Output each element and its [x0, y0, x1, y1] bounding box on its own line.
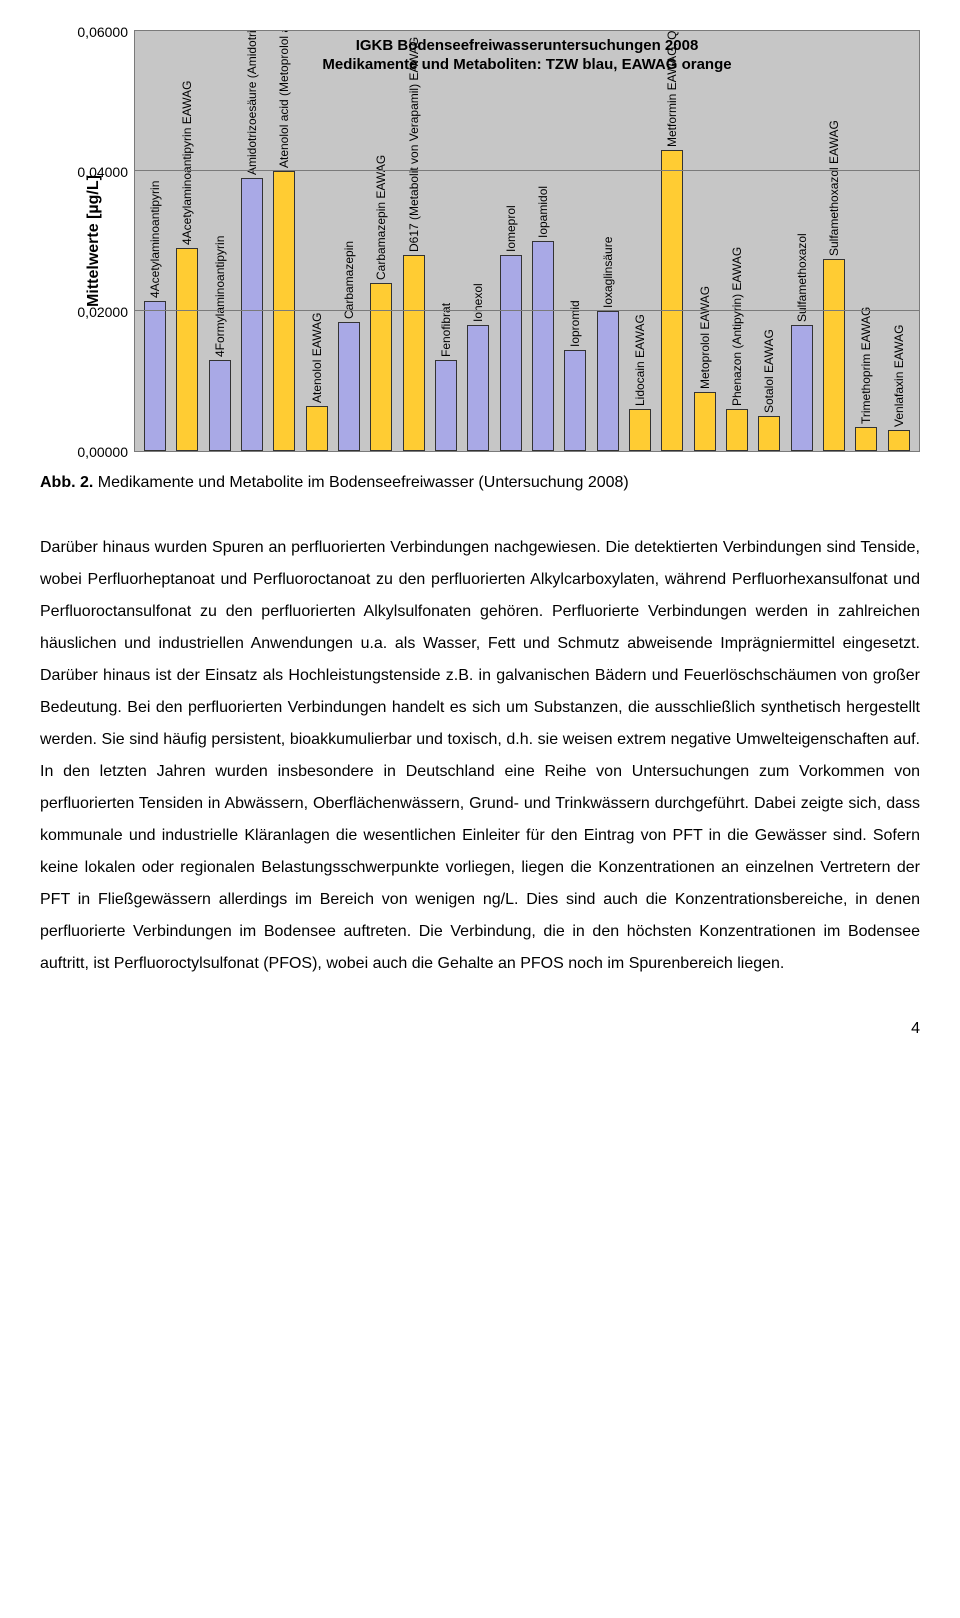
y-tick-label: 0,02000	[77, 304, 128, 320]
bar-label: Metformin EAWAG, Quantifizierung unsiche…	[665, 30, 679, 147]
bar-label: Ioxaglinsäure	[601, 237, 615, 308]
y-axis-ticks: 0,060000,040000,020000,00000	[74, 30, 134, 452]
bar: 4Acetylaminoantipyrin	[144, 301, 166, 452]
bar-slot: Carbamazepin	[333, 31, 365, 451]
bar-slot: Iopamidol	[527, 31, 559, 451]
bar-slot: 4Acetylaminoantipyrin	[139, 31, 171, 451]
bar: 4Formylaminoantipyrin	[209, 360, 231, 451]
caption-prefix: Abb. 2.	[40, 474, 93, 491]
bar: Atenolol acid (Metoprolol acid) EAWAG	[273, 171, 295, 451]
bar-label: Carbamazepin EAWAG	[374, 155, 388, 280]
bar: Sulfamethoxazol EAWAG	[823, 259, 845, 452]
bars-container: 4Acetylaminoantipyrin 4Acetylaminoantipyr…	[135, 31, 919, 451]
bar: Iopamidol	[532, 241, 554, 451]
bar-label: 4Acetylaminoantipyrin	[148, 180, 162, 297]
bar-label: Iopromid	[568, 300, 582, 347]
bar-label: 4Acetylaminoantipyrin EAWAG	[180, 80, 194, 245]
bar-slot: Amidotrizoesäure (Amidotrizoat)	[236, 31, 268, 451]
bar: Metoprolol EAWAG	[694, 392, 716, 452]
bar-slot: Iopromid	[559, 31, 591, 451]
bar-label: Sulfamethoxazol	[795, 233, 809, 322]
bar-label: Iohexol	[471, 283, 485, 322]
bar: D617 (Metabolit von Verapamil) EAWAG	[403, 255, 425, 451]
bar: Sulfamethoxazol	[791, 325, 813, 451]
bar-slot: Phenazon (Antipyrin) EAWAG	[721, 31, 753, 451]
bar: 4Acetylaminoantipyrin EAWAG	[176, 248, 198, 451]
bar: Lidocain EAWAG	[629, 409, 651, 451]
bar: Amidotrizoesäure (Amidotrizoat)	[241, 178, 263, 451]
bar-slot: Venlafaxin EAWAG	[883, 31, 915, 451]
bar-slot: Metoprolol EAWAG	[689, 31, 721, 451]
bar: Atenolol EAWAG	[306, 406, 328, 452]
bar-slot: Trimethoprim EAWAG	[850, 31, 882, 451]
bar-label: Iomeprol	[504, 205, 518, 252]
bar: Phenazon (Antipyrin) EAWAG	[726, 409, 748, 451]
bar-slot: Sulfamethoxazol	[786, 31, 818, 451]
bar-slot: D617 (Metabolit von Verapamil) EAWAG	[398, 31, 430, 451]
bar-label: Carbamazepin	[342, 240, 356, 318]
bar-label: Atenolol acid (Metoprolol acid) EAWAG	[277, 30, 291, 168]
chart-row: Mittelwerte [µg/L] 0,060000,040000,02000…	[50, 30, 920, 452]
bar-label: Venlafaxin EAWAG	[892, 325, 906, 428]
body-paragraph: Darüber hinaus wurden Spuren an perfluor…	[40, 532, 920, 980]
gridline	[135, 170, 919, 171]
bar-slot: Iomeprol	[495, 31, 527, 451]
bar-slot: Carbamazepin EAWAG	[365, 31, 397, 451]
bar: Carbamazepin	[338, 322, 360, 452]
bar-label: D617 (Metabolit von Verapamil) EAWAG	[407, 37, 421, 252]
bar-slot: Fenofibrat	[430, 31, 462, 451]
bar-slot: Atenolol EAWAG	[301, 31, 333, 451]
bar: Metformin EAWAG, Quantifizierung unsiche…	[661, 150, 683, 451]
y-tick-label: 0,00000	[77, 444, 128, 460]
bar: Venlafaxin EAWAG	[888, 430, 910, 451]
bar: Iomeprol	[500, 255, 522, 451]
bar-slot: Sotalol EAWAG	[753, 31, 785, 451]
bar-slot: Sulfamethoxazol EAWAG	[818, 31, 850, 451]
bar: Trimethoprim EAWAG	[855, 427, 877, 452]
bar-label: Phenazon (Antipyrin) EAWAG	[730, 247, 744, 406]
bar-slot: Atenolol acid (Metoprolol acid) EAWAG	[268, 31, 300, 451]
bar-label: 4Formylaminoantipyrin	[213, 236, 227, 357]
y-axis-label-cell: Mittelwerte [µg/L]	[50, 30, 74, 452]
bar-label: Atenolol EAWAG	[310, 312, 324, 402]
bar-label: Fenofibrat	[439, 303, 453, 357]
bar: Iopromid	[564, 350, 586, 452]
bar-slot: Lidocain EAWAG	[624, 31, 656, 451]
bar: Fenofibrat	[435, 360, 457, 451]
y-tick-label: 0,06000	[77, 24, 128, 40]
bar-slot: Ioxaglinsäure	[592, 31, 624, 451]
bar-label: Amidotrizoesäure (Amidotrizoat)	[245, 30, 259, 175]
bar-label: Trimethoprim EAWAG	[859, 306, 873, 423]
gridline	[135, 310, 919, 311]
figure-caption: Abb. 2. Medikamente und Metabolite im Bo…	[40, 474, 920, 492]
caption-text: Medikamente und Metabolite im Bodenseefr…	[93, 474, 628, 491]
plot-area: IGKB Bodenseefreiwasseruntersuchungen 20…	[134, 30, 920, 452]
bar: Sotalol EAWAG	[758, 416, 780, 451]
bar: Ioxaglinsäure	[597, 311, 619, 451]
bar-label: Lidocain EAWAG	[633, 314, 647, 406]
bar: Iohexol	[467, 325, 489, 451]
bar: Carbamazepin EAWAG	[370, 283, 392, 451]
bar-label: Iopamidol	[536, 186, 550, 238]
bar-slot: Metformin EAWAG, Quantifizierung unsiche…	[656, 31, 688, 451]
page: Mittelwerte [µg/L] 0,06000 0,04000 0,02000…	[0, 0, 960, 1088]
bar-slot: 4Formylaminoantipyrin	[204, 31, 236, 451]
y-tick-label: 0,04000	[77, 164, 128, 180]
bar-slot: Iohexol	[462, 31, 494, 451]
bar-slot: 4Acetylaminoantipyrin EAWAG	[171, 31, 203, 451]
chart-container: Mittelwerte [µg/L] 0,060000,040000,02000…	[50, 30, 920, 452]
bar-label: Sulfamethoxazol EAWAG	[827, 120, 841, 256]
bar-label: Sotalol EAWAG	[762, 329, 776, 413]
page-number: 4	[40, 1020, 920, 1038]
bar-label: Metoprolol EAWAG	[698, 285, 712, 388]
